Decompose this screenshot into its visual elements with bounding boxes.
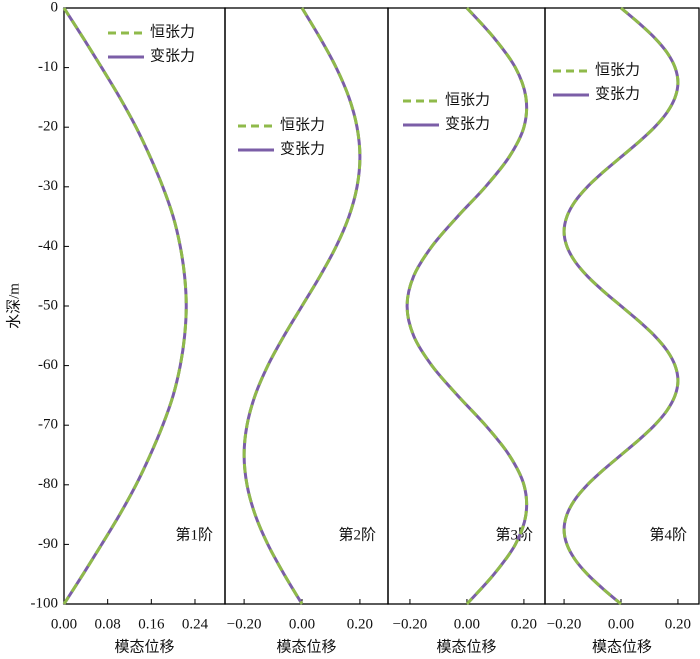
legend-label: 恒张力 (445, 91, 490, 108)
legend-label: 变张力 (280, 140, 325, 157)
y-tick-label: -90 (38, 536, 58, 552)
legend-label: 恒张力 (280, 116, 325, 133)
y-tick-label: -10 (38, 59, 58, 75)
x-tick-label: −0.20 (227, 616, 262, 632)
y-tick-label: -40 (38, 238, 58, 254)
x-axis-label: 模态位移 (436, 638, 496, 655)
y-tick-label: -50 (38, 297, 58, 313)
x-tick-label: 0.00 (289, 616, 315, 632)
x-tick-label: 0.08 (95, 616, 121, 632)
x-axis-label: 模态位移 (592, 638, 652, 655)
x-axis-label: 模态位移 (276, 638, 336, 655)
series-line (62, 7, 188, 605)
x-tick-label: 0.16 (138, 616, 165, 632)
y-tick-label: -60 (38, 357, 58, 373)
x-tick-label: 0.00 (51, 616, 77, 632)
x-tick-label: 0.20 (347, 616, 373, 632)
series-line (242, 7, 362, 605)
panel-label: 第2阶 (338, 525, 376, 543)
x-tick-label: 0.20 (665, 616, 691, 632)
panel-frame (224, 7, 389, 605)
x-tick-label: 0.00 (608, 616, 634, 632)
legend-label: 变张力 (595, 85, 640, 102)
series-line (405, 6, 529, 606)
x-tick-label: 0.20 (511, 616, 537, 632)
y-tick-label: 0 (51, 0, 59, 15)
x-tick-label: 0.00 (454, 616, 480, 632)
y-tick-label: -100 (31, 595, 59, 611)
x-tick-label: 0.24 (182, 616, 209, 632)
panel-label: 第4阶 (649, 525, 687, 543)
legend-label: 变张力 (445, 115, 490, 132)
y-tick-label: -80 (38, 476, 58, 492)
series-line (562, 6, 680, 606)
y-axis-label: 水深/m (5, 283, 22, 329)
series-line (242, 7, 362, 605)
panel-frame (63, 7, 226, 605)
legend-label: 恒张力 (595, 61, 640, 78)
panel-label: 第1阶 (175, 525, 213, 543)
y-tick-label: -70 (38, 417, 58, 433)
y-tick-label: -20 (38, 119, 58, 135)
x-tick-label: −0.20 (547, 616, 582, 632)
x-axis-label: 模态位移 (114, 638, 174, 655)
legend-label: 恒张力 (150, 23, 195, 40)
x-tick-label: −0.20 (393, 616, 428, 632)
legend-label: 变张力 (150, 47, 195, 64)
series-line (62, 7, 188, 605)
panel-label: 第3阶 (495, 525, 533, 543)
y-tick-label: -30 (38, 178, 58, 194)
